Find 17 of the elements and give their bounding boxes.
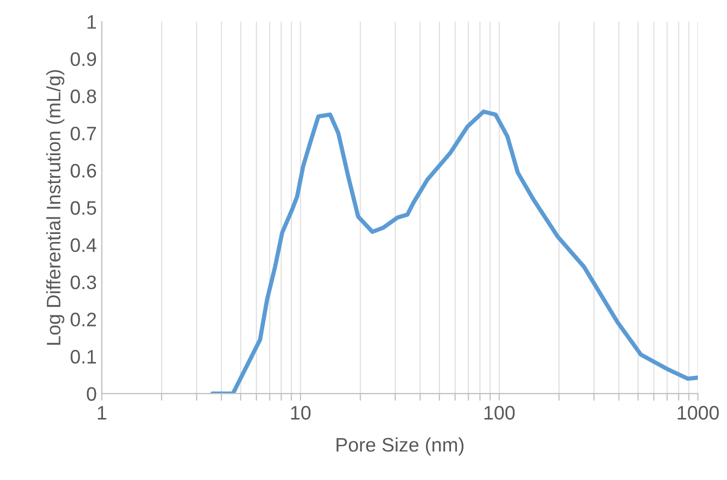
y-tick-label: 0.2 <box>70 312 96 326</box>
y-tick-label: 0.5 <box>70 201 96 215</box>
x-tick-label: 1000 <box>678 406 719 420</box>
y-tick-label: 0.7 <box>70 126 96 140</box>
x-axis-title: Pore Size (nm) <box>336 437 464 456</box>
y-tick-label: 1 <box>88 15 96 29</box>
x-tick-label: 1 <box>98 406 106 420</box>
y-axis-title: Log Differential Instrution (mL/g) <box>46 70 64 345</box>
y-tick-label: 0.4 <box>70 238 96 252</box>
x-tick-label: 10 <box>291 406 311 420</box>
y-tick-label: 0.3 <box>70 275 96 290</box>
y-tick-label: 0.8 <box>70 89 96 104</box>
y-tick-label: 0.1 <box>70 350 96 364</box>
y-tick-label: 0.9 <box>70 52 96 66</box>
y-tick-label: 0.6 <box>70 164 96 178</box>
x-tick-label: 100 <box>484 406 515 420</box>
y-tick-label: 0 <box>86 387 96 401</box>
